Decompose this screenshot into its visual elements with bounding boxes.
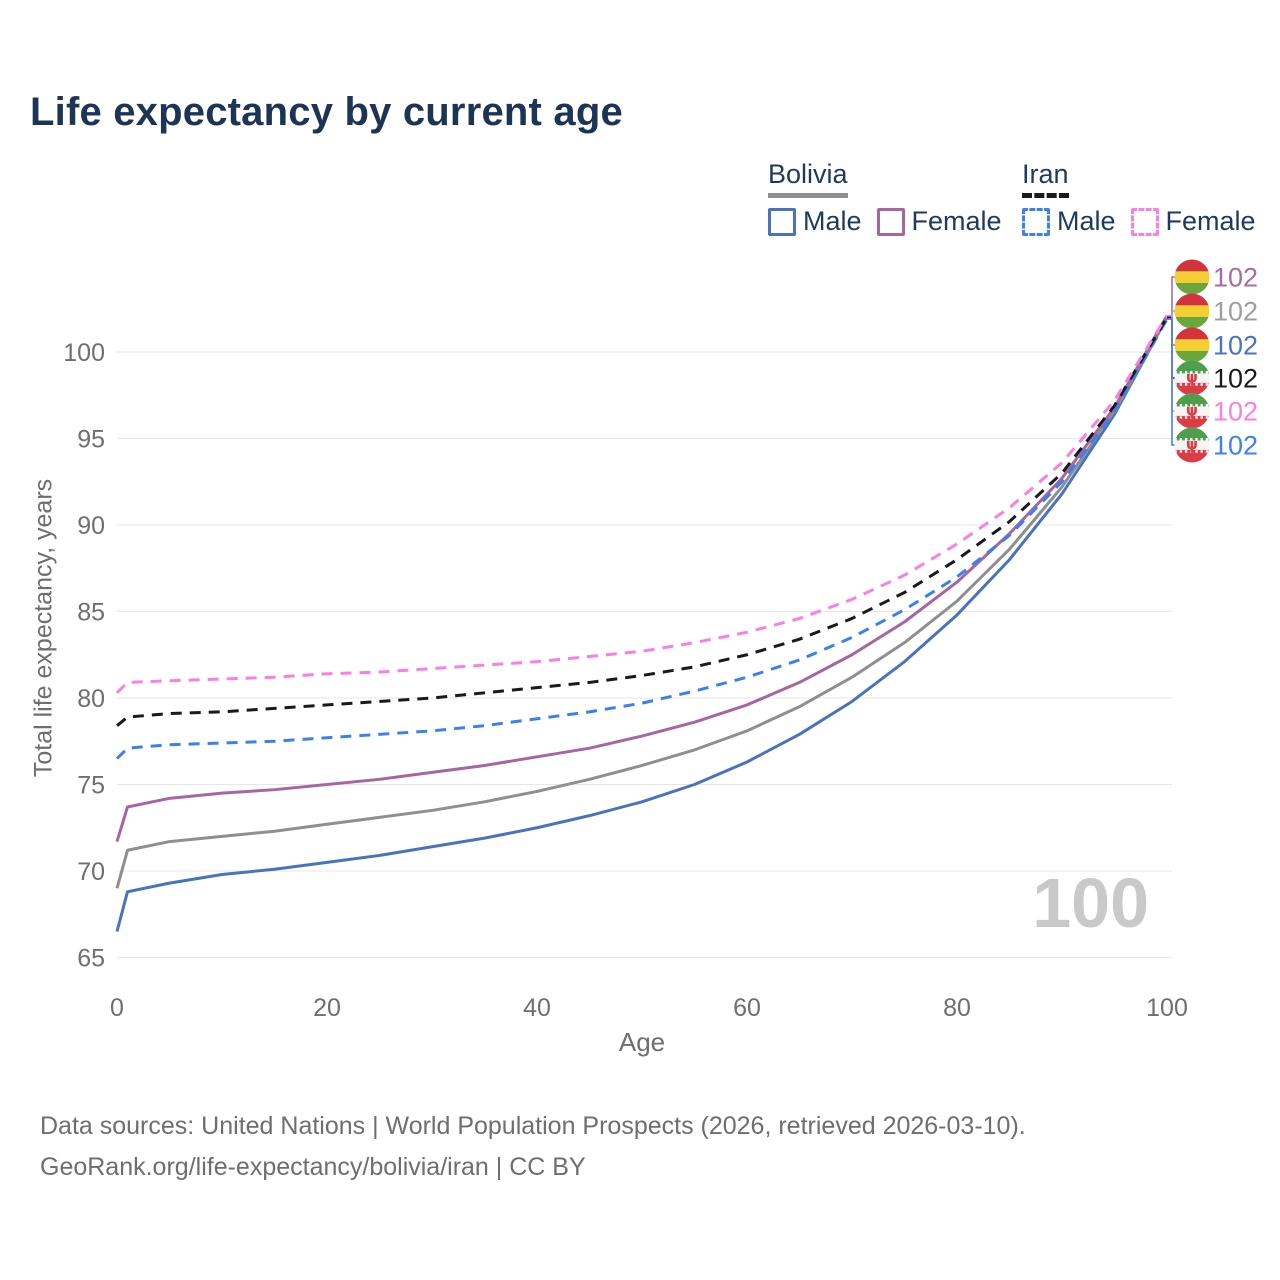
attribution-line: GeoRank.org/life-expectancy/bolivia/iran… [40,1153,586,1181]
legend-country-label-bolivia: Bolivia [768,159,848,189]
series-line-iran-male[interactable] [115,318,1169,760]
flag-iran-icon: ψ [1174,393,1210,429]
x-tick-label: 0 [110,994,124,1022]
end-label-value: 102 [1213,297,1258,327]
legend-item-bolivia-male[interactable]: Male [768,206,862,237]
series-line-iran-both-sexes[interactable] [116,316,1169,727]
y-tick-label: 75 [77,772,105,800]
legend-item-label: Male [1057,206,1116,236]
y-tick-label: 80 [77,685,105,713]
series-line-bolivia-both-sexes[interactable] [115,316,1169,889]
flag-iran-icon: ψ [1174,360,1210,396]
svg-text:ψ: ψ [1186,435,1198,453]
x-axis-title: Age [618,1027,666,1057]
page-title: Life expectancy by current age [30,90,623,134]
legend-item-label: Female [911,206,1002,236]
legend-item-bolivia-female[interactable]: Female [876,206,1002,237]
legend-country-label-iran: Iran [1022,159,1069,189]
x-tick-label: 40 [523,994,551,1022]
svg-text:ψ: ψ [1186,401,1198,419]
legend-items-iran: Male Female [1022,206,1256,237]
iran-line-style-swatch [1022,193,1069,198]
legend-item-label: Male [803,206,862,236]
end-label-value: 102 [1213,331,1258,361]
legend-item-iran-male[interactable]: Male [1022,206,1116,237]
x-tick-label: 60 [733,994,761,1022]
x-tick-label: 100 [1146,994,1188,1022]
legend-item-iran-female[interactable]: Female [1130,206,1256,237]
flag-bolivia-icon [1174,327,1210,363]
legend-group-iran: Iran Male Female [1022,159,1256,237]
flag-iran-icon: ψ [1174,427,1210,463]
current-age-counter: 100 [1032,864,1149,942]
bolivia-line-style-swatch [768,193,848,198]
y-tick-label: 85 [77,599,105,627]
legend-items-bolivia: Male Female [768,206,1002,237]
iran-female-swatch-icon [1130,207,1159,236]
y-tick-label: 90 [77,512,105,540]
legend-country-bolivia[interactable]: Bolivia [768,159,848,198]
series-line-bolivia-female[interactable] [115,314,1169,843]
end-label-value: 102 [1213,397,1258,427]
footer: Data sources: United Nations | World Pop… [40,1106,1026,1188]
y-tick-label: 65 [77,945,105,973]
end-label-value: 102 [1213,263,1258,293]
flag-bolivia-icon [1174,259,1210,295]
series-line-bolivia-male[interactable] [115,316,1169,932]
bolivia-male-swatch-icon [768,207,796,236]
end-label-value: 102 [1213,431,1258,461]
y-tick-label: 95 [77,426,105,454]
legend-group-bolivia: Bolivia Male Female [768,159,1002,237]
y-tick-label: 70 [77,858,105,886]
legend-country-iran[interactable]: Iran [1022,159,1069,198]
x-tick-label: 20 [313,994,341,1022]
end-label-value: 102 [1213,364,1258,394]
bolivia-female-swatch-icon [876,207,905,236]
grid: 65 70 75 80 85 90 95 100 0 20 40 60 80 100 [63,339,1188,1022]
flag-bolivia-icon [1174,293,1210,329]
legend-item-label: Female [1165,206,1256,236]
data-sources-line: Data sources: United Nations | World Pop… [40,1112,1026,1140]
series-line-iran-female[interactable] [115,314,1169,694]
x-tick-label: 80 [943,994,971,1022]
svg-text:ψ: ψ [1186,368,1198,386]
y-tick-label: 100 [63,339,105,367]
iran-male-swatch-icon [1022,207,1050,236]
